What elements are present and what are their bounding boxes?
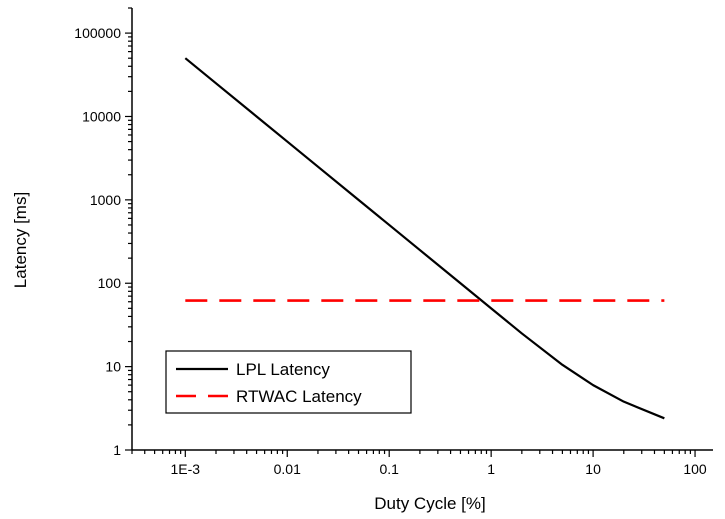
x-tick-label: 10 bbox=[585, 461, 601, 477]
y-axis-title: Latency [ms] bbox=[11, 192, 30, 288]
y-tick-label: 100000 bbox=[74, 25, 121, 41]
y-tick-label: 10 bbox=[105, 359, 121, 375]
series-line-1 bbox=[184, 57, 665, 420]
legend-label-2: RTWAC Latency bbox=[236, 387, 362, 406]
y-tick-label: 1000 bbox=[90, 192, 121, 208]
legend-label-1: LPL Latency bbox=[236, 360, 330, 379]
y-tick-label: 10000 bbox=[82, 108, 121, 124]
legend-box bbox=[165, 350, 412, 414]
y-tick-label: 1 bbox=[113, 442, 121, 458]
x-tick-label: 0.1 bbox=[379, 461, 399, 477]
x-tick-label: 100 bbox=[683, 461, 707, 477]
x-tick-label: 0.01 bbox=[274, 461, 301, 477]
y-tick-label: 100 bbox=[98, 275, 122, 291]
series-layer bbox=[184, 57, 665, 420]
x-axis-title: Duty Cycle [%] bbox=[374, 494, 485, 513]
axes: 1E-3 0.01 0.1 1 10 100 1 10 100 1000 10000 100000 bbox=[74, 7, 713, 477]
x-tick-label: 1 bbox=[487, 461, 495, 477]
legend: LPL Latency RTWAC Latency bbox=[165, 350, 412, 414]
x-tick-label: 1E-3 bbox=[171, 461, 201, 477]
